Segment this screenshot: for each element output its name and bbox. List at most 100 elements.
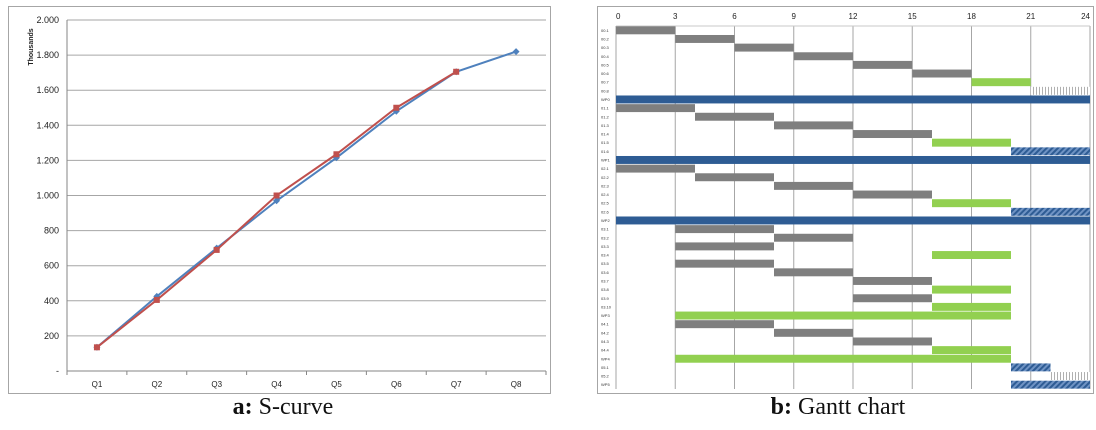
series-line-2 bbox=[96, 70, 457, 349]
y-tick-label: 2.000 bbox=[36, 15, 59, 25]
task-bar bbox=[616, 164, 695, 173]
task-bar bbox=[932, 302, 1011, 311]
x-tick-label: 6 bbox=[732, 12, 737, 21]
task-bar bbox=[774, 233, 853, 242]
task-bar bbox=[675, 311, 1011, 320]
task-bar bbox=[616, 26, 676, 35]
task-label: 03.5 bbox=[601, 261, 610, 266]
task-bar bbox=[853, 337, 932, 346]
task-label: 03.3 bbox=[601, 244, 610, 249]
y-axis-label: Thousands bbox=[28, 28, 35, 65]
caption-b-letter: b: bbox=[770, 394, 793, 420]
task-label: WP4 bbox=[601, 356, 610, 361]
task-label: 01.2 bbox=[601, 114, 610, 119]
caption-gantt: b: Gantt chart bbox=[580, 394, 1096, 421]
task-label: 02.5 bbox=[601, 201, 610, 206]
task-bar bbox=[932, 251, 1011, 260]
series-2-marker bbox=[273, 192, 280, 199]
x-tick-label: Q5 bbox=[331, 380, 342, 389]
task-bar bbox=[932, 199, 1011, 208]
task-label: 01.5 bbox=[601, 140, 610, 145]
x-tick-label: 24 bbox=[1081, 12, 1090, 21]
x-tick-label: 21 bbox=[1026, 12, 1035, 21]
task-bar bbox=[616, 104, 695, 113]
task-label: 01.4 bbox=[601, 132, 610, 137]
task-label: 04.1 bbox=[601, 322, 610, 327]
task-bar bbox=[675, 320, 774, 329]
task-label: 00.7 bbox=[601, 80, 610, 85]
task-label: 03.10 bbox=[601, 304, 612, 309]
task-label: 00.3 bbox=[601, 45, 610, 50]
s-curve-chart: - 200 400 600 800 1.000 1.200 1.400 1.600 1.800 2.… bbox=[8, 6, 551, 394]
series-2-marker bbox=[333, 151, 340, 158]
x-tick-label: 12 bbox=[849, 12, 858, 21]
task-label: WP0 bbox=[601, 97, 610, 102]
task-label: 00.8 bbox=[601, 88, 610, 93]
task-bar bbox=[774, 181, 853, 190]
x-tick-label: Q8 bbox=[511, 380, 522, 389]
series-line-1 bbox=[96, 50, 517, 349]
x-tick-label: 18 bbox=[967, 12, 976, 21]
task-bar bbox=[675, 259, 774, 268]
task-bar bbox=[853, 276, 932, 285]
y-tick-label: 400 bbox=[44, 296, 59, 306]
task-bar bbox=[1011, 147, 1090, 156]
task-bar bbox=[912, 69, 972, 78]
task-label: 01.3 bbox=[601, 123, 610, 128]
task-label: 00.2 bbox=[601, 36, 610, 41]
task-bar bbox=[853, 190, 932, 199]
task-label: 03.1 bbox=[601, 227, 610, 232]
task-label: 04.2 bbox=[601, 330, 610, 335]
y-tick-label: 1.400 bbox=[36, 120, 59, 130]
task-label: 03.4 bbox=[601, 253, 610, 258]
task-bar bbox=[616, 95, 1090, 104]
y-tick-label: 1.600 bbox=[36, 85, 59, 95]
task-label: 02.2 bbox=[601, 175, 610, 180]
x-tick-label: Q7 bbox=[451, 380, 462, 389]
y-tick-label: 200 bbox=[44, 331, 59, 341]
s-curve-plot: - 200 400 600 800 1.000 1.200 1.400 1.600 1.800 2.… bbox=[28, 15, 547, 389]
series-2-marker bbox=[213, 246, 220, 253]
task-bar bbox=[932, 285, 1011, 294]
task-label: 02.1 bbox=[601, 166, 610, 171]
task-label: WP3 bbox=[601, 313, 610, 318]
series-2-marker bbox=[153, 296, 160, 303]
x-tick-label: Q1 bbox=[92, 380, 103, 389]
task-label: 01.6 bbox=[601, 149, 610, 154]
task-bar bbox=[1011, 380, 1090, 389]
series-2-marker bbox=[93, 344, 100, 351]
task-bar bbox=[616, 155, 1090, 164]
task-bar bbox=[675, 242, 774, 251]
task-bar bbox=[675, 354, 1011, 363]
task-label: 03.6 bbox=[601, 270, 610, 275]
task-label: 03.2 bbox=[601, 235, 610, 240]
task-bar bbox=[853, 294, 932, 303]
task-label: 02.6 bbox=[601, 209, 610, 214]
gantt-plot: 0 3 6 9 12 15 18 21 24 00.1 00.2 00.3 00.4 00.5 00.6 00… bbox=[601, 12, 1091, 389]
task-bar bbox=[853, 60, 913, 69]
task-label: 00.1 bbox=[601, 28, 610, 33]
x-tick-label: Q6 bbox=[391, 380, 402, 389]
task-bar bbox=[675, 225, 774, 234]
task-label: 05.2 bbox=[601, 374, 610, 379]
task-label: 02.4 bbox=[601, 192, 610, 197]
task-bar bbox=[932, 346, 1011, 355]
task-bar bbox=[616, 216, 1090, 225]
x-tick-label: Q3 bbox=[211, 380, 222, 389]
task-bar bbox=[774, 121, 853, 130]
task-label: 03.9 bbox=[601, 296, 610, 301]
caption-a-letter: a: bbox=[232, 394, 253, 420]
task-label: 05.1 bbox=[601, 365, 610, 370]
series-1-marker bbox=[512, 48, 520, 56]
task-label: 00.4 bbox=[601, 54, 610, 59]
task-label: 02.3 bbox=[601, 183, 610, 188]
x-tick-label: 15 bbox=[908, 12, 917, 21]
task-label: 03.7 bbox=[601, 278, 610, 283]
task-label: 01.1 bbox=[601, 106, 610, 111]
task-bar bbox=[793, 52, 853, 61]
y-tick-label: 1.000 bbox=[36, 191, 59, 201]
task-bar bbox=[774, 328, 853, 337]
series-1-marker bbox=[273, 197, 281, 205]
task-bar bbox=[675, 34, 735, 43]
task-label: WP5 bbox=[601, 382, 610, 387]
